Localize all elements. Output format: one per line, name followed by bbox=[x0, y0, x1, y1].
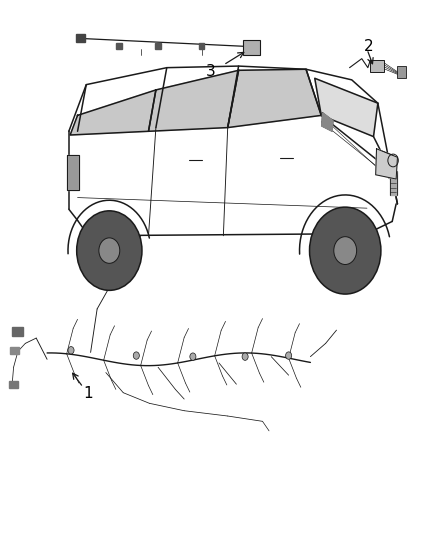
Polygon shape bbox=[228, 69, 321, 127]
Circle shape bbox=[77, 211, 142, 290]
Circle shape bbox=[99, 238, 120, 263]
Bar bbox=[10, 346, 19, 354]
FancyBboxPatch shape bbox=[397, 66, 406, 78]
Text: 2: 2 bbox=[364, 39, 374, 54]
Polygon shape bbox=[376, 149, 397, 179]
Polygon shape bbox=[390, 171, 396, 195]
Text: 1: 1 bbox=[84, 386, 93, 401]
Circle shape bbox=[133, 352, 139, 359]
Bar bbox=[155, 43, 161, 49]
FancyBboxPatch shape bbox=[243, 39, 260, 55]
Bar bbox=[9, 381, 18, 389]
Circle shape bbox=[310, 207, 381, 294]
Bar bbox=[199, 43, 204, 49]
Circle shape bbox=[334, 237, 357, 264]
Polygon shape bbox=[322, 113, 333, 131]
Circle shape bbox=[190, 353, 196, 360]
Polygon shape bbox=[67, 155, 79, 190]
Circle shape bbox=[286, 352, 292, 359]
Text: 3: 3 bbox=[205, 64, 215, 79]
Circle shape bbox=[242, 353, 248, 360]
Bar bbox=[76, 34, 85, 42]
Polygon shape bbox=[148, 70, 239, 131]
Polygon shape bbox=[70, 90, 156, 135]
Circle shape bbox=[68, 346, 74, 354]
Bar bbox=[116, 43, 121, 49]
FancyBboxPatch shape bbox=[370, 60, 384, 72]
Polygon shape bbox=[315, 78, 378, 136]
Bar bbox=[12, 327, 23, 336]
